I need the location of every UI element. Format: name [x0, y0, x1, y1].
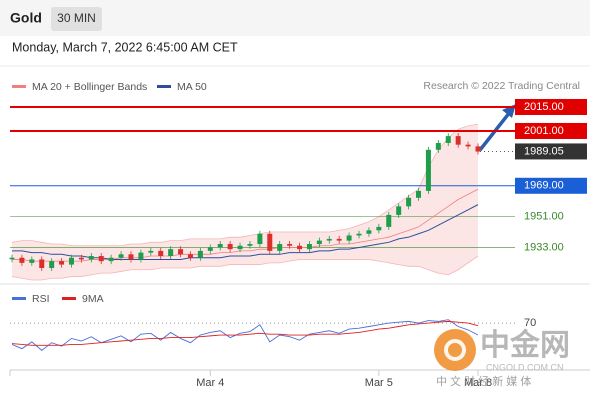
legend-label: 9MA	[82, 293, 104, 305]
candle	[148, 250, 154, 253]
lower-band	[11, 255, 479, 281]
candle	[386, 214, 392, 227]
candle	[88, 256, 94, 260]
candle	[187, 254, 193, 258]
candle	[425, 149, 431, 191]
ma20-line	[12, 188, 479, 262]
candle	[267, 233, 273, 251]
level-box	[515, 143, 587, 160]
candle	[465, 144, 471, 147]
candle	[78, 257, 84, 260]
level-label: 1933.00	[524, 241, 564, 253]
watermark-site: CNGOLD.COM.CN	[486, 362, 564, 372]
candle	[416, 190, 422, 198]
level-label: 1951.00	[524, 211, 564, 223]
candle	[168, 249, 174, 257]
legend-swatch	[12, 297, 26, 300]
candle	[128, 254, 134, 260]
candle	[435, 142, 441, 150]
candle	[237, 245, 243, 250]
watermark-logo-inner	[444, 339, 466, 361]
candle	[455, 136, 461, 145]
legend-swatch	[12, 85, 26, 88]
candle	[346, 235, 352, 241]
candle	[68, 257, 74, 265]
title: Gold	[10, 10, 42, 26]
interval-badge	[51, 7, 102, 31]
level-label: 2015.00	[524, 101, 564, 113]
x-tick-label: Mar 8	[464, 377, 492, 389]
watermark-logo	[434, 329, 476, 371]
legend-swatch	[157, 85, 171, 88]
x-tick-label: Mar 4	[196, 377, 224, 389]
legend-label: RSI	[32, 293, 50, 305]
legend-swatch	[62, 297, 76, 300]
level-label: 2001.00	[524, 125, 564, 137]
candle	[376, 226, 382, 231]
candle	[98, 256, 104, 262]
candle	[257, 233, 263, 245]
rsi-ma-line	[11, 320, 479, 346]
candle	[366, 230, 372, 234]
watermark-name: 中金网	[480, 328, 570, 362]
candle	[39, 259, 45, 269]
candle	[396, 206, 402, 215]
candle	[277, 244, 283, 251]
candle	[247, 244, 253, 246]
candle	[108, 257, 114, 262]
rsi-tick-label: 70	[524, 317, 536, 329]
level-box	[515, 98, 587, 115]
level-box	[515, 177, 587, 194]
x-tick-label: Mar 5	[365, 377, 393, 389]
candle	[138, 252, 144, 260]
upper-band	[11, 123, 479, 247]
legend-label: MA 20 + Bollinger Bands	[32, 81, 147, 93]
candle	[178, 249, 184, 255]
source: Research © 2022 Trading Central	[423, 80, 580, 92]
candle	[59, 261, 65, 265]
candle	[316, 240, 322, 245]
rsi-line	[11, 319, 479, 351]
candle	[49, 261, 55, 269]
candle	[326, 238, 332, 241]
candle	[197, 250, 203, 258]
level-label: 1989.05	[524, 145, 564, 157]
candle	[29, 259, 35, 263]
candle	[306, 244, 312, 250]
candle	[118, 254, 124, 258]
candle	[287, 244, 293, 246]
candle	[445, 136, 451, 143]
interval: 30 MIN	[57, 11, 96, 25]
bollinger-fill	[12, 124, 478, 281]
candle	[217, 244, 223, 248]
candle	[19, 257, 25, 263]
candle	[406, 197, 412, 207]
level-label: 1969.00	[524, 180, 564, 192]
candle	[475, 146, 481, 152]
candle	[336, 238, 342, 241]
candle	[227, 244, 233, 250]
candle	[207, 247, 213, 251]
candle	[9, 257, 15, 260]
level-box	[515, 122, 587, 139]
candle	[297, 245, 303, 250]
date: Monday, March 7, 2022 6:45:00 AM CET	[12, 40, 238, 54]
legend-label: MA 50	[177, 81, 207, 93]
watermark-slogan: 中 文 财 经 新 媒 体	[436, 374, 531, 388]
candle	[158, 250, 164, 257]
candle	[356, 233, 362, 236]
